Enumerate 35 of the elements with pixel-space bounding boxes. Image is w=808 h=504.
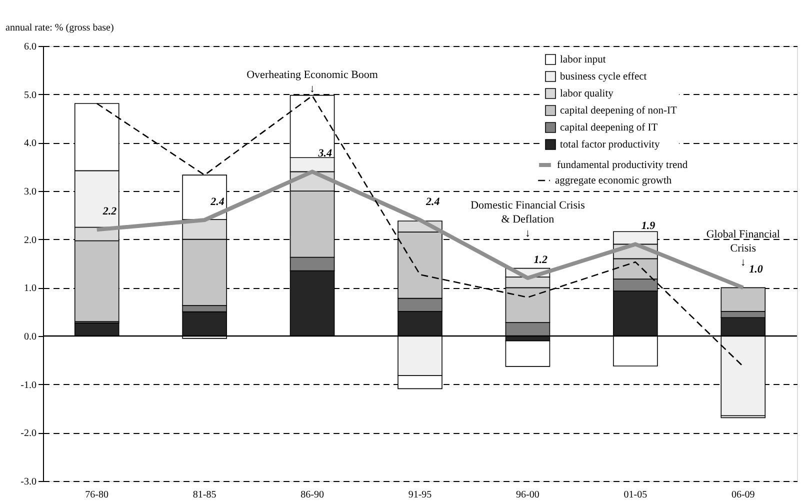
annotation: Domestic Financial Crisis & Deflation ↓ [470,199,585,240]
y-tick-label: -2.0 [20,428,36,440]
data-label: 1.9 [641,220,656,232]
y-tick-label: 1.0 [24,283,36,294]
y-tick-label: 0.0 [24,332,36,342]
y-axis-title: annual rate: % (gross base) [6,22,114,34]
data-label: 3.4 [317,148,333,160]
legend-label: capital deepening of non-IT [560,106,678,116]
legend-label: aggregate economic growth [555,176,672,186]
x-tick-label: 76-80 [85,490,109,500]
x-tick-label: 01-05 [624,490,648,500]
y-tick-label: 2.0 [24,234,36,246]
y-tick-label: 6.0 [24,42,36,52]
x-tick-label: 91-95 [408,490,432,500]
legend-label: total factor productivity [560,140,660,150]
y-tick-label: -1.0 [20,380,36,391]
x-tick-label: 06-09 [731,490,755,500]
x-tick-label: 86-90 [300,490,324,500]
y-tick-label: 4.0 [24,138,36,150]
legend-label: fundamental productivity trend [557,160,688,171]
data-label: 1.2 [534,254,548,266]
y-tick-label: 3.0 [24,186,36,198]
data-label: 2.2 [102,206,118,218]
legend-label: capital deepening of IT [560,122,658,134]
x-tick-label: 96-00 [516,490,540,500]
x-tick-label: 81-85 [192,490,216,500]
y-tick-label: 5.0 [24,90,36,101]
legend-label: labor input [560,54,606,66]
data-label: 2.4 [210,196,225,208]
legend-label: labor quality [560,88,614,100]
data-label: 2.4 [425,196,440,208]
annotation: Overheating Economic Boom ↓ [246,68,378,95]
legend-label: business cycle effect [560,72,647,82]
bar [505,340,550,367]
y-tick-label: -3.0 [20,476,36,488]
